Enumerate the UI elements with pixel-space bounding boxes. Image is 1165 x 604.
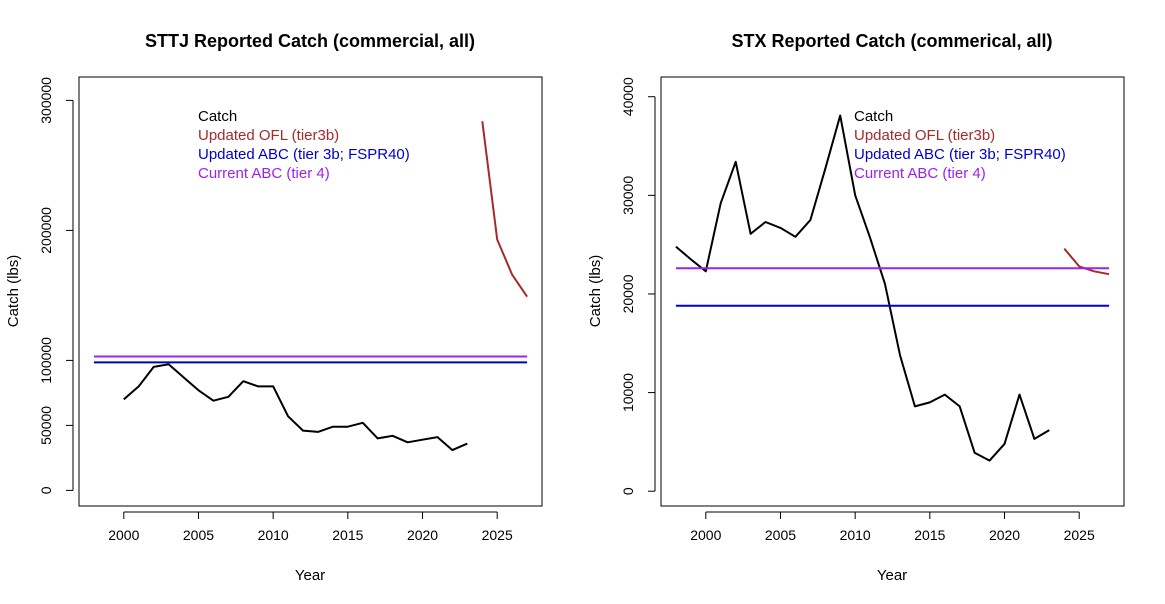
y-tick-label: 10000: [620, 373, 636, 412]
chart-marks: 2000 2005 2010 2015 2020 2025 0 50000 100000 2000…: [38, 77, 528, 543]
plot-box: [660, 76, 1125, 507]
legend-entry-updated-abc-tier-3b-fspr40: Updated ABC (tier 3b; FSPR40): [854, 146, 1066, 163]
x-tick-label: 2020: [407, 527, 438, 543]
x-tick-label: 2015: [914, 527, 945, 543]
legend-entry-updated-abc-tier-3b-fspr40: Updated ABC (tier 3b; FSPR40): [198, 146, 410, 163]
x-tick-label: 2010: [840, 527, 871, 543]
chart-marks: 2000 2005 2010 2015 2020 2025 0 10000 20000 30000…: [620, 77, 1110, 543]
series-line-catch: [123, 363, 468, 452]
y-axis-label: Catch (lbs): [587, 255, 604, 328]
series-line-catch: [675, 114, 1050, 462]
chart-title: STTJ Reported Catch (commercial, all): [145, 31, 475, 51]
y-tick-label: 100000: [38, 337, 54, 384]
y-axis-label: Catch (lbs): [5, 255, 22, 328]
plot-box: [78, 76, 543, 507]
x-tick-label: 2025: [1064, 527, 1095, 543]
chart-panel-stx: STX Reported Catch (commerical, all) Yea…: [587, 31, 1125, 584]
chart-title: STX Reported Catch (commerical, all): [731, 31, 1052, 51]
legend-entry-current-abc-tier-4: Current ABC (tier 4): [854, 165, 986, 182]
y-tick-label: 200000: [38, 207, 54, 254]
x-tick-label: 2005: [765, 527, 796, 543]
x-tick-label: 2020: [989, 527, 1020, 543]
chart-panel-sttj: STTJ Reported Catch (commercial, all) Ye…: [5, 31, 543, 584]
x-tick-label: 2005: [183, 527, 214, 543]
legend-entry-updated-ofl-tier3b: Updated OFL (tier3b): [854, 127, 995, 144]
legend-entry-updated-ofl-tier3b: Updated OFL (tier3b): [198, 127, 339, 144]
x-tick-label: 2015: [332, 527, 363, 543]
x-tick-label: 2000: [690, 527, 721, 543]
y-tick-label: 0: [38, 486, 54, 494]
y-tick-label: 0: [620, 487, 636, 495]
legend-entry-catch: Catch: [198, 108, 237, 125]
x-tick-label: 2010: [258, 527, 289, 543]
legend-entry-current-abc-tier-4: Current ABC (tier 4): [198, 165, 330, 182]
x-tick-label: 2025: [482, 527, 513, 543]
x-axis-label: Year: [295, 567, 325, 584]
x-axis-label: Year: [877, 567, 907, 584]
x-tick-label: 2000: [108, 527, 139, 543]
y-tick-label: 300000: [38, 77, 54, 124]
y-tick-label: 40000: [620, 77, 636, 116]
series-line-updated-ofl-tier3b: [481, 121, 528, 298]
series-line-updated-ofl-tier3b: [1063, 247, 1110, 276]
legend-entry-catch: Catch: [854, 108, 893, 125]
y-tick-label: 30000: [620, 176, 636, 215]
y-tick-label: 20000: [620, 274, 636, 313]
y-tick-label: 50000: [38, 406, 54, 445]
